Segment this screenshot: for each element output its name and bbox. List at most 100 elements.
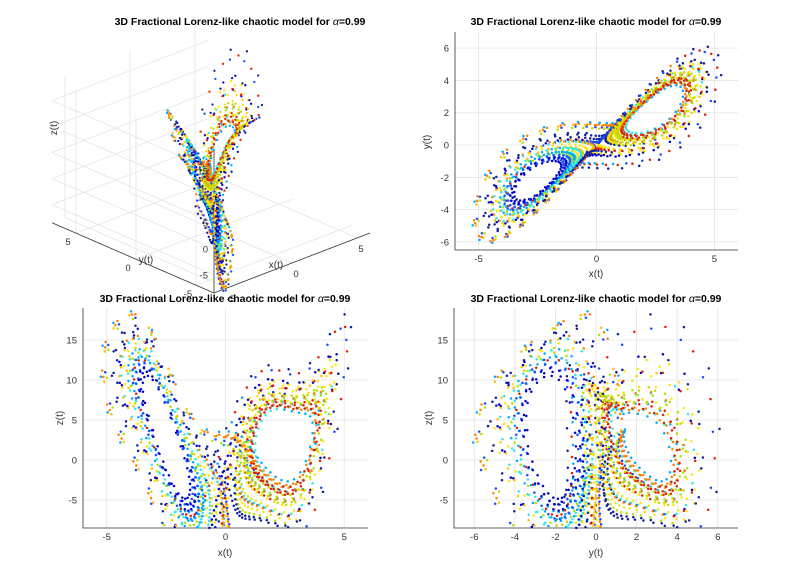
y-axis-label: y(t) bbox=[139, 255, 153, 266]
trajectory-point bbox=[224, 109, 227, 112]
trajectory-point bbox=[186, 447, 189, 450]
trajectory-point bbox=[154, 453, 158, 457]
trajectory-point bbox=[508, 226, 511, 229]
trajectory-point bbox=[219, 270, 223, 274]
trajectory-point bbox=[547, 143, 550, 146]
trajectory-point bbox=[491, 208, 495, 211]
trajectory-point bbox=[205, 139, 209, 142]
trajectory-point bbox=[199, 468, 203, 472]
trajectory-point bbox=[210, 135, 213, 139]
trajectory-point bbox=[244, 510, 247, 514]
trajectory-point bbox=[694, 85, 697, 88]
trajectory-point bbox=[685, 99, 688, 103]
trajectory-point bbox=[286, 480, 289, 483]
trajectory-point bbox=[179, 127, 182, 131]
trajectory-point bbox=[291, 390, 295, 393]
trajectory-point bbox=[224, 240, 227, 243]
trajectory-point bbox=[303, 400, 306, 404]
trajectory-point bbox=[208, 166, 211, 170]
trajectory-point bbox=[268, 385, 272, 389]
trajectory-point bbox=[226, 454, 230, 458]
trajectory-point bbox=[641, 151, 645, 154]
trajectory-point bbox=[277, 487, 280, 491]
trajectory-point bbox=[136, 334, 140, 338]
trajectory-point bbox=[604, 150, 608, 153]
trajectory-point bbox=[630, 106, 633, 109]
trajectory-point bbox=[283, 500, 287, 503]
trajectory-point bbox=[637, 153, 641, 156]
trajectory-point bbox=[236, 507, 240, 510]
trajectory-point bbox=[560, 163, 563, 167]
trajectory-point bbox=[597, 134, 601, 138]
trajectory-point bbox=[222, 469, 226, 473]
trajectory-point bbox=[196, 204, 199, 208]
trajectory-point bbox=[224, 125, 227, 128]
trajectory-point bbox=[220, 188, 223, 191]
trajectory-point bbox=[212, 204, 215, 208]
trajectory-point bbox=[259, 519, 263, 522]
trajectory-point bbox=[218, 194, 222, 197]
trajectory-point bbox=[217, 262, 220, 265]
trajectory-point bbox=[224, 117, 227, 121]
trajectory-point bbox=[689, 64, 692, 68]
trajectory-point bbox=[240, 482, 243, 486]
trajectory-point bbox=[573, 157, 576, 161]
trajectory-point bbox=[199, 495, 203, 498]
trajectory-point bbox=[104, 340, 107, 344]
trajectory-point bbox=[135, 382, 138, 385]
trajectory-point bbox=[343, 313, 346, 316]
trajectory-point bbox=[220, 261, 223, 264]
trajectory-point bbox=[683, 54, 687, 57]
z-tick-label: 0 bbox=[203, 244, 208, 255]
trajectory-point bbox=[264, 413, 267, 417]
trajectory-point bbox=[644, 96, 647, 99]
trajectory-point bbox=[253, 518, 256, 521]
trajectory-point bbox=[201, 108, 204, 111]
y-tick-label: 2 bbox=[444, 108, 449, 119]
trajectory-point bbox=[254, 499, 258, 502]
trajectory-point bbox=[178, 155, 182, 158]
trajectory-point bbox=[203, 195, 206, 198]
trajectory-point bbox=[168, 111, 171, 115]
trajectory-point bbox=[207, 201, 210, 204]
trajectory-point bbox=[296, 480, 299, 484]
trajectory-point bbox=[321, 403, 325, 407]
trajectory-point bbox=[167, 116, 171, 119]
trajectory-point bbox=[190, 157, 194, 161]
trajectory-point bbox=[177, 131, 181, 134]
3d-box-edge bbox=[213, 232, 371, 294]
trajectory-point bbox=[314, 421, 318, 425]
trajectory-point bbox=[649, 83, 653, 86]
trajectory-point bbox=[202, 501, 205, 504]
trajectory-point bbox=[326, 343, 329, 347]
trajectory-point bbox=[655, 142, 659, 145]
trajectory-point bbox=[189, 458, 193, 461]
trajectory-point bbox=[269, 497, 272, 501]
trajectory-point bbox=[246, 437, 249, 441]
trajectory-point bbox=[207, 493, 211, 496]
trajectory-point bbox=[164, 503, 167, 506]
trajectory-point bbox=[231, 142, 234, 145]
trajectory-point bbox=[225, 248, 228, 251]
trajectory-point bbox=[198, 176, 201, 180]
trajectory-point bbox=[227, 430, 230, 433]
trajectory-point bbox=[629, 134, 633, 138]
trajectory-point bbox=[562, 162, 565, 165]
trajectory-point bbox=[478, 195, 482, 199]
trajectory-point bbox=[224, 279, 227, 282]
trajectory-point bbox=[228, 58, 232, 61]
trajectory-point bbox=[226, 496, 230, 500]
trajectory-point bbox=[217, 273, 220, 277]
trajectory-point bbox=[254, 375, 257, 379]
trajectory-point bbox=[215, 512, 218, 515]
trajectory-point bbox=[193, 499, 196, 502]
trajectory-point bbox=[210, 157, 213, 160]
trajectory-point bbox=[242, 463, 246, 466]
trajectory-point bbox=[223, 224, 227, 227]
trajectory-point bbox=[233, 134, 236, 137]
trajectory-point bbox=[713, 100, 717, 103]
trajectory-point bbox=[516, 161, 520, 165]
trajectory-point bbox=[145, 346, 148, 350]
trajectory-point bbox=[231, 247, 234, 251]
trajectory-point bbox=[213, 236, 216, 239]
